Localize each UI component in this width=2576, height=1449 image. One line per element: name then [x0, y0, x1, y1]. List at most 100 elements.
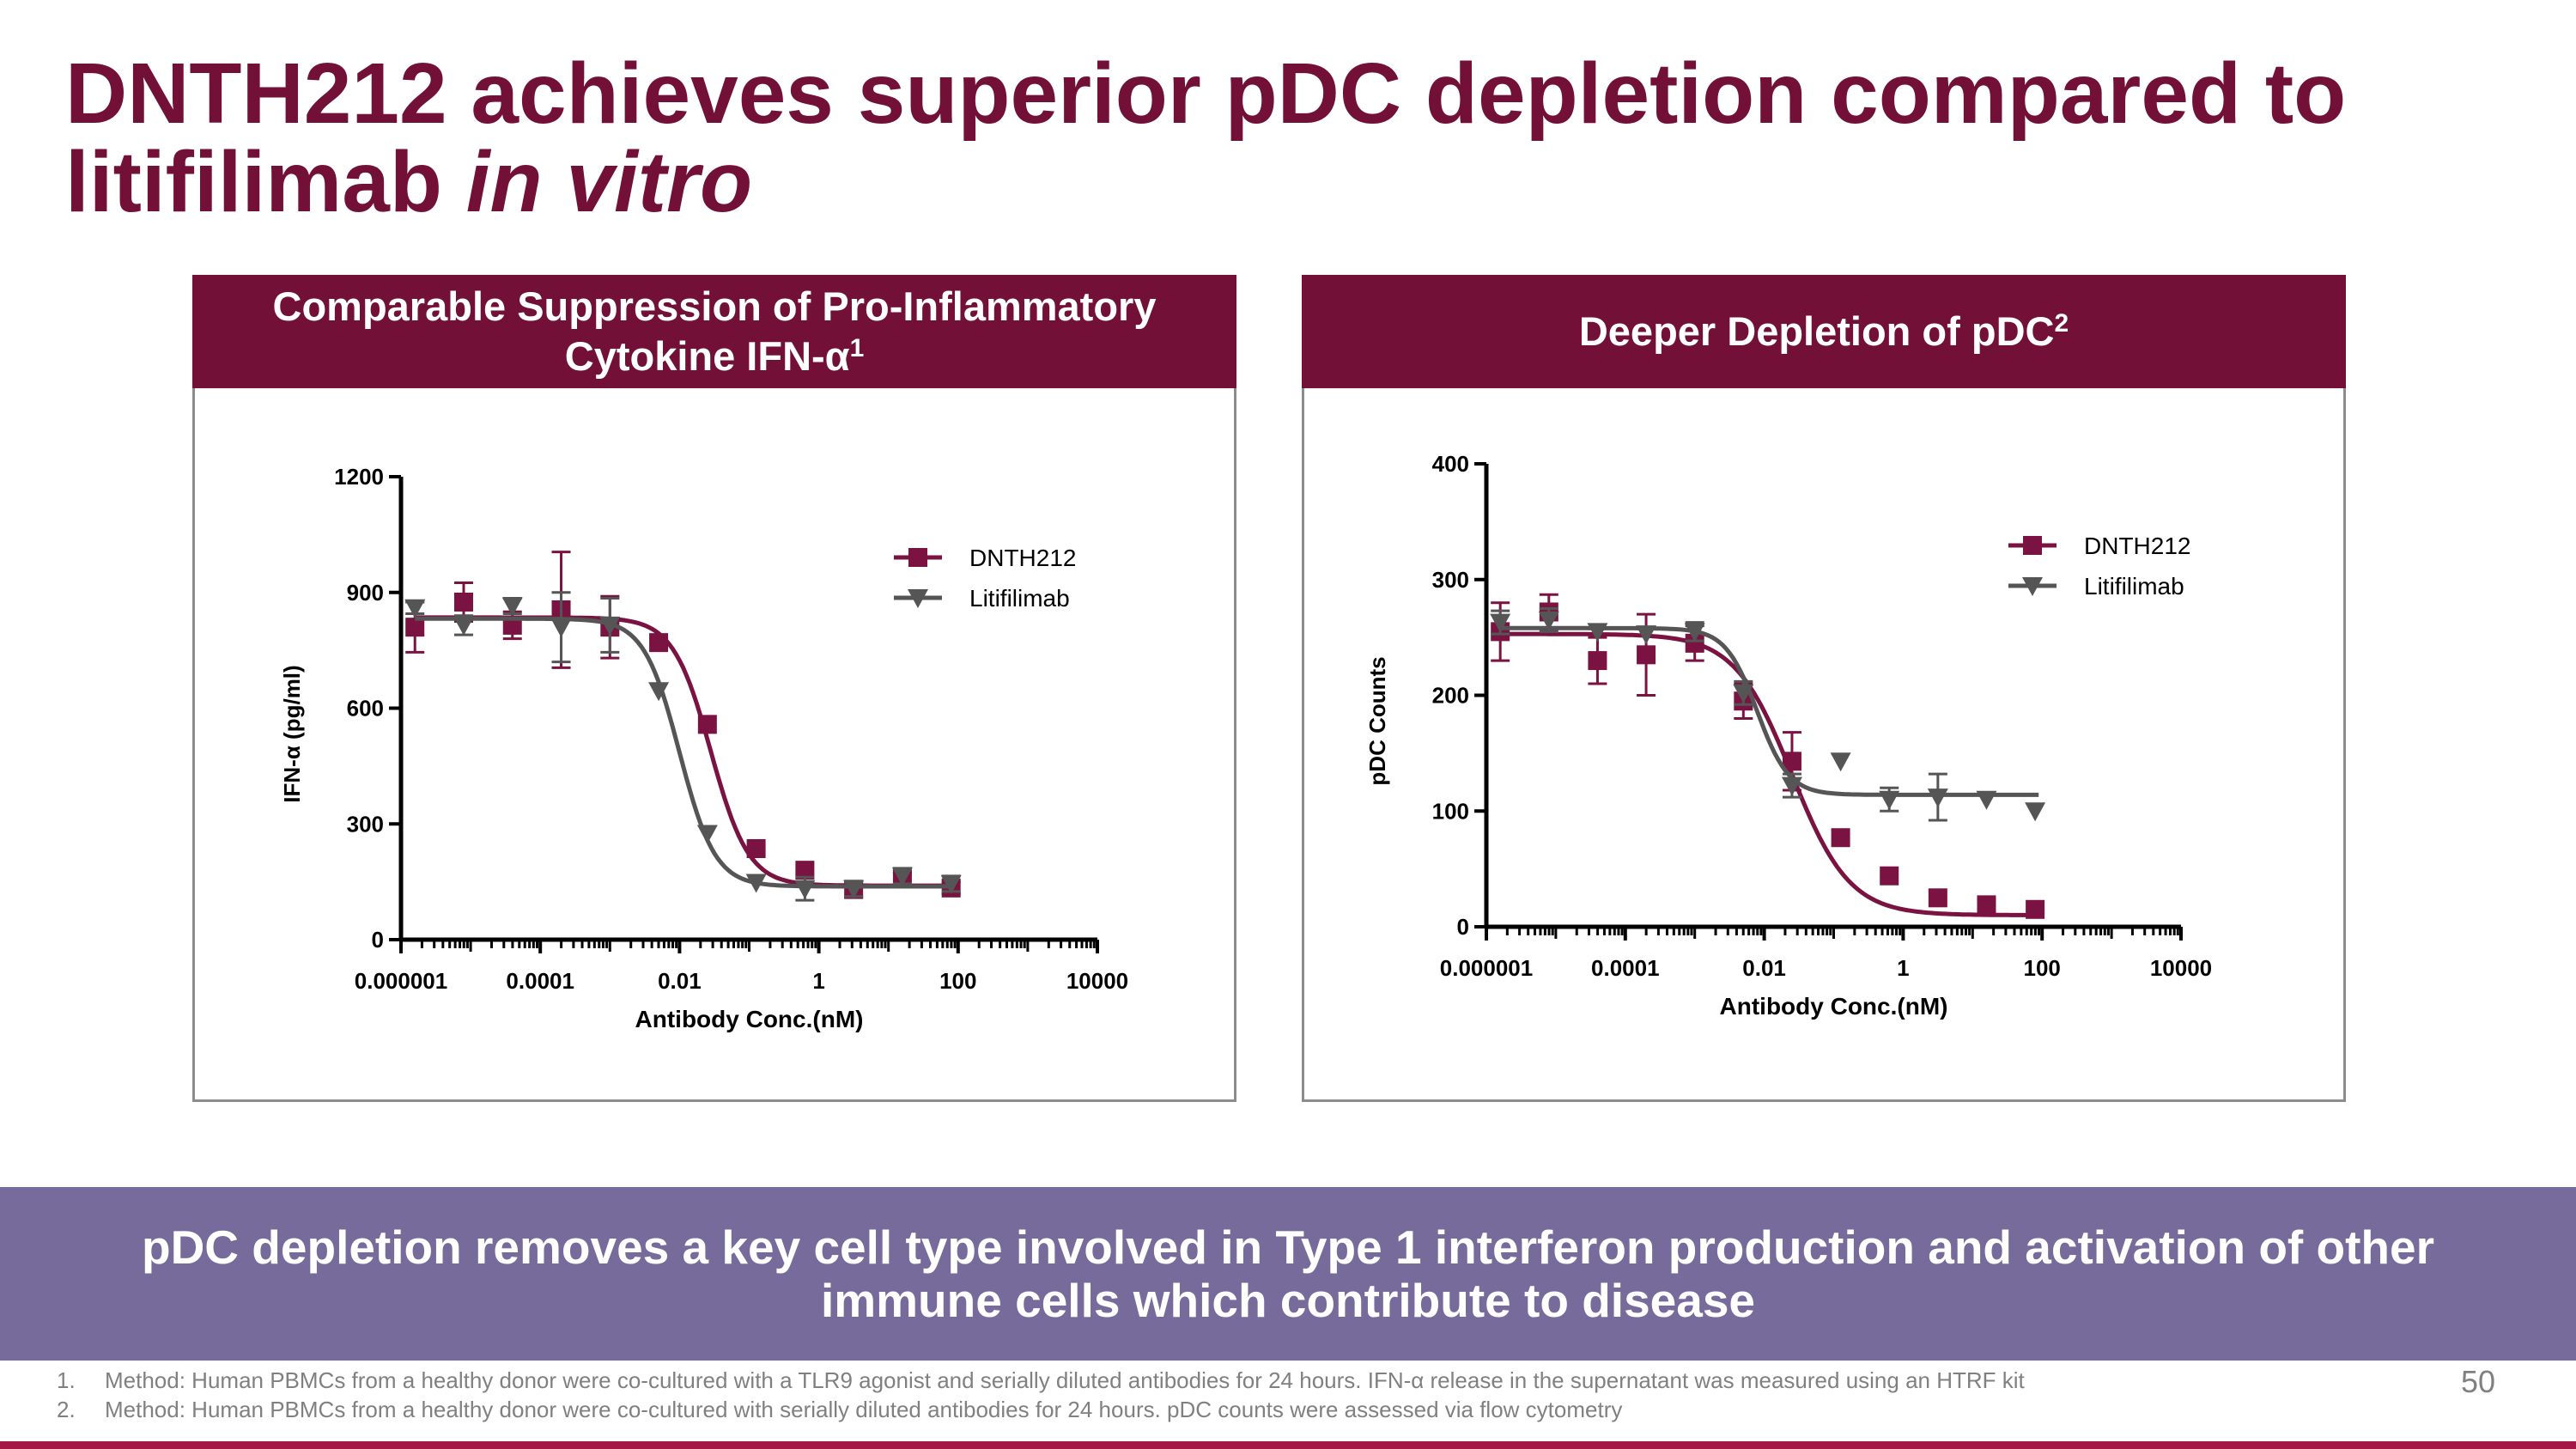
pdc-counts-chart: 0 100 200 300 400 0.000001 0.0001 0.01 1 100 10000…	[1364, 451, 2212, 1020]
pdc-series-dnth212-point	[1977, 895, 1996, 915]
footnotes: 1. Method: Human PBMCs from a healthy don…	[57, 1366, 2375, 1424]
pdc-panel-header: Deeper Depletion of pDC2	[1302, 275, 2346, 388]
pdc-series-litifilimab-point	[1830, 752, 1851, 772]
ifn-alpha-panel: Comparable Suppression of Pro-Inflammato…	[192, 275, 1236, 1102]
pdc-y-tick-label: 200	[1432, 683, 1469, 709]
pdc-panel: Deeper Depletion of pDC2 0 100 200 300 400 0.…	[1302, 275, 2346, 1102]
ifn-legend-dnth212: DNTH212	[894, 545, 1076, 571]
pdc-series-litifilimab-point	[1927, 788, 1948, 808]
ifn-legend-marker	[908, 589, 928, 608]
pdc-series-dnth212-point	[1588, 651, 1607, 671]
ifn-x-axis-title: Antibody Conc.(nM)	[635, 1006, 864, 1032]
pdc-series-dnth212	[1491, 593, 2045, 919]
pdc-series-litifilimab-point	[1538, 611, 1559, 630]
pdc-series-dnth212-point	[1637, 645, 1656, 665]
pdc-series-litifilimab-point	[1684, 623, 1705, 642]
bottom-accent-bar	[0, 1441, 2576, 1449]
pdc-x-axis-title: Antibody Conc.(nM)	[1720, 993, 1948, 1020]
ifn-alpha-header-label: Comparable Suppression of Pro-Inflammato…	[272, 283, 1157, 379]
pdc-x-tick-label: 0.01	[1742, 955, 1786, 981]
pdc-series-litifilimab	[1490, 606, 2046, 822]
ifn-series-litifilimab-fit-curve	[415, 616, 955, 889]
pdc-legend-litifilimab: Litifilimab	[2008, 573, 2184, 600]
ifn-series-litifilimab-point	[453, 616, 474, 636]
pdc-legend-label: DNTH212	[2084, 533, 2190, 559]
pdc-series-litifilimab-point	[1587, 623, 1608, 642]
title-line-1: DNTH212 achieves superior pDC depletion …	[65, 46, 2347, 142]
ifn-series-dnth212-point	[649, 633, 669, 653]
pdc-header-text: Deeper Depletion of pDC2	[1579, 307, 2069, 356]
pdc-series-dnth212-point	[1685, 633, 1704, 653]
pdc-series-dnth212-point	[1880, 866, 1899, 886]
page-title: DNTH212 achieves superior pDC depletion …	[65, 50, 2512, 227]
pdc-x-tick-label: 0.000001	[1440, 955, 1533, 981]
pdc-y-tick-label: 300	[1432, 567, 1469, 593]
pdc-x-tick-label: 10000	[2150, 955, 2212, 981]
footnote-1-text: Method: Human PBMCs from a healthy donor…	[105, 1367, 2025, 1393]
title-line-2: litifilimab in vitro	[65, 138, 2512, 227]
ifn-series-litifilimab-point	[745, 874, 767, 893]
ifn-x-tick-label: 0.0001	[506, 968, 574, 994]
footnote-2-text: Method: Human PBMCs from a healthy donor…	[105, 1397, 1623, 1422]
ifn-series-litifilimab-point	[550, 618, 572, 638]
ifn-alpha-header-text: Comparable Suppression of Pro-Inflammato…	[192, 282, 1236, 381]
ifn-series-dnth212-point	[453, 592, 473, 612]
pdc-header-footnote-ref: 2	[2054, 309, 2069, 338]
ifn-x-tick-label: 10000	[1066, 968, 1128, 994]
page-number: 50	[2460, 1364, 2495, 1399]
footnote-2: 2. Method: Human PBMCs from a healthy don…	[57, 1395, 2375, 1424]
ifn-series-litifilimab-point	[891, 867, 913, 886]
ifn-series-litifilimab-point	[648, 682, 670, 702]
ifn-series-dnth212-point	[697, 715, 717, 734]
takeaway-banner: pDC depletion removes a key cell type in…	[0, 1187, 2576, 1361]
pdc-series-litifilimab-point	[1636, 625, 1657, 645]
pdc-series-litifilimab-point	[1490, 613, 1511, 633]
pdc-legend-dnth212: DNTH212	[2008, 533, 2190, 559]
ifn-series-dnth212	[405, 551, 961, 899]
ifn-y-axis-title: IFN-α (pg/ml)	[279, 665, 305, 802]
ifn-series-litifilimab-point	[940, 874, 962, 894]
pdc-x-tick-label: 100	[2024, 955, 2061, 981]
ifn-legend-marker	[908, 548, 927, 567]
pdc-series-litifilimab-point	[1976, 790, 1997, 810]
ifn-legend-label: Litifilimab	[969, 585, 1070, 612]
footnote-1: 1. Method: Human PBMCs from a healthy don…	[57, 1366, 2375, 1395]
pdc-series-dnth212-fit-curve	[1500, 631, 2039, 917]
pdc-series-litifilimab-point	[2025, 802, 2046, 822]
pdc-series-dnth212-point	[1782, 752, 1801, 771]
pdc-series-litifilimab-fit-curve	[1500, 625, 2039, 797]
ifn-alpha-header-footnote-ref: 1	[849, 334, 865, 362]
pdc-y-tick-label: 400	[1432, 451, 1469, 477]
ifn-series-litifilimab	[404, 591, 962, 902]
pdc-x-tick-label: 0.0001	[1591, 955, 1660, 981]
ifn-y-tick-label: 300	[347, 811, 384, 837]
pdc-y-axis-title: pDC Counts	[1364, 656, 1390, 785]
takeaway-text: pDC depletion removes a key cell type in…	[141, 1221, 2435, 1327]
ifn-series-dnth212-point	[746, 838, 766, 858]
ifn-legend-label: DNTH212	[969, 545, 1076, 571]
ifn-x-tick-label: 0.01	[658, 968, 702, 994]
ifn-series-litifilimab-point	[696, 825, 718, 844]
title-line-2-normal: litifilimab	[65, 134, 466, 230]
ifn-series-dnth212-point	[405, 618, 425, 637]
pdc-series-litifilimab-point	[1781, 776, 1802, 796]
footnote-1-number: 1.	[57, 1367, 76, 1393]
pdc-header-label: Deeper Depletion of pDC	[1578, 308, 2055, 354]
pdc-series-dnth212-point	[1831, 828, 1850, 848]
ifn-alpha-panel-header: Comparable Suppression of Pro-Inflammato…	[192, 275, 1236, 388]
ifn-series-litifilimab-point	[794, 880, 816, 899]
pdc-y-tick-label: 100	[1432, 798, 1469, 824]
ifn-y-tick-label: 1200	[334, 464, 384, 490]
ifn-series-litifilimab-point	[843, 880, 865, 899]
footnote-2-number: 2.	[57, 1397, 76, 1422]
ifn-series-dnth212-point	[795, 861, 815, 880]
ifn-y-tick-label: 0	[372, 927, 384, 953]
ifn-series-litifilimab-point	[501, 597, 523, 617]
pdc-legend-marker	[2022, 577, 2043, 596]
pdc-legend-marker	[2023, 536, 2042, 555]
pdc-y-tick-label: 0	[1457, 914, 1469, 940]
ifn-x-tick-label: 100	[939, 968, 976, 994]
ifn-x-tick-label: 1	[812, 968, 824, 994]
ifn-y-tick-label: 900	[347, 580, 384, 606]
ifn-series-dnth212-fit-curve	[415, 615, 955, 888]
